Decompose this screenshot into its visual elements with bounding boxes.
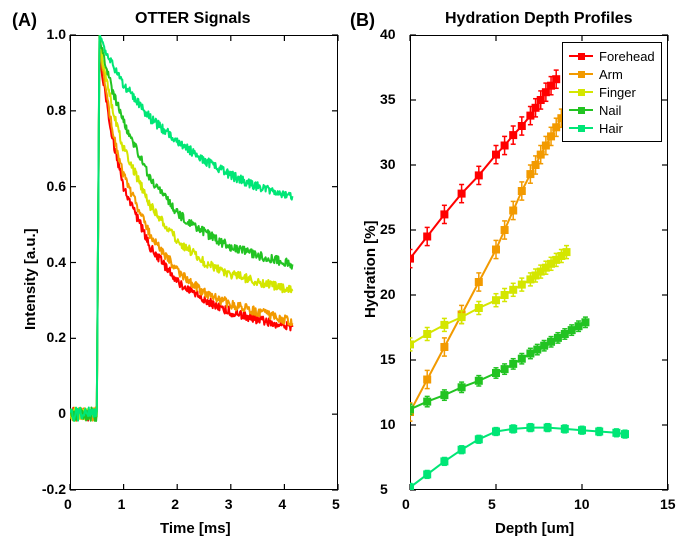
panel-b-xtick: 15 <box>660 496 676 512</box>
legend-marker-icon <box>578 53 585 60</box>
panel-a-ytick: 0.4 <box>26 254 66 270</box>
legend-item: Finger <box>569 83 655 101</box>
legend-marker-icon <box>578 107 585 114</box>
legend-item: Hair <box>569 119 655 137</box>
panel-a-ytick: 0.2 <box>26 329 66 345</box>
panel-a-ytick: 0.6 <box>26 178 66 194</box>
legend-label: Nail <box>599 103 621 118</box>
panel-a-ytick: -0.2 <box>26 481 66 497</box>
panel-b-ytick: 5 <box>380 481 388 497</box>
legend-label: Forehead <box>599 49 655 64</box>
legend-label: Finger <box>599 85 636 100</box>
legend-swatch <box>569 55 593 57</box>
legend-label: Arm <box>599 67 623 82</box>
panel-a-xtick: 1 <box>118 496 126 512</box>
panel-b-ytick: 30 <box>380 156 396 172</box>
panel-b-ytick: 10 <box>380 416 396 432</box>
panel-b-xtick: 5 <box>488 496 496 512</box>
panel-a-xtick: 2 <box>171 496 179 512</box>
panel-b-ytick: 20 <box>380 286 396 302</box>
panel-a-xtick: 5 <box>332 496 340 512</box>
legend-marker-icon <box>578 89 585 96</box>
figure-container: (A) OTTER Signals (B) Hydration Depth Pr… <box>0 0 685 551</box>
panel-b-ytick: 35 <box>380 91 396 107</box>
panel-b-ytick: 15 <box>380 351 396 367</box>
panel-a-ytick: 1.0 <box>26 26 66 42</box>
legend-item: Forehead <box>569 47 655 65</box>
panel-b-ytick: 40 <box>380 26 396 42</box>
panel-a-xtick: 4 <box>278 496 286 512</box>
panel-a-xtick: 0 <box>64 496 72 512</box>
panel-b-xtick: 0 <box>402 496 410 512</box>
legend-item: Nail <box>569 101 655 119</box>
legend-marker-icon <box>578 125 585 132</box>
panel-a-ytick: 0.8 <box>26 102 66 118</box>
legend-marker-icon <box>578 71 585 78</box>
legend-swatch <box>569 109 593 111</box>
legend-swatch <box>569 73 593 75</box>
panel-b-ytick: 25 <box>380 221 396 237</box>
legend-swatch <box>569 91 593 93</box>
panel-a-ytick: 0 <box>26 405 66 421</box>
panel-b-legend: Forehead Arm Finger Nail Hair <box>562 42 662 142</box>
panel-b-xtick: 10 <box>574 496 590 512</box>
legend-swatch <box>569 127 593 129</box>
legend-item: Arm <box>569 65 655 83</box>
legend-label: Hair <box>599 121 623 136</box>
panel-a-xtick: 3 <box>225 496 233 512</box>
